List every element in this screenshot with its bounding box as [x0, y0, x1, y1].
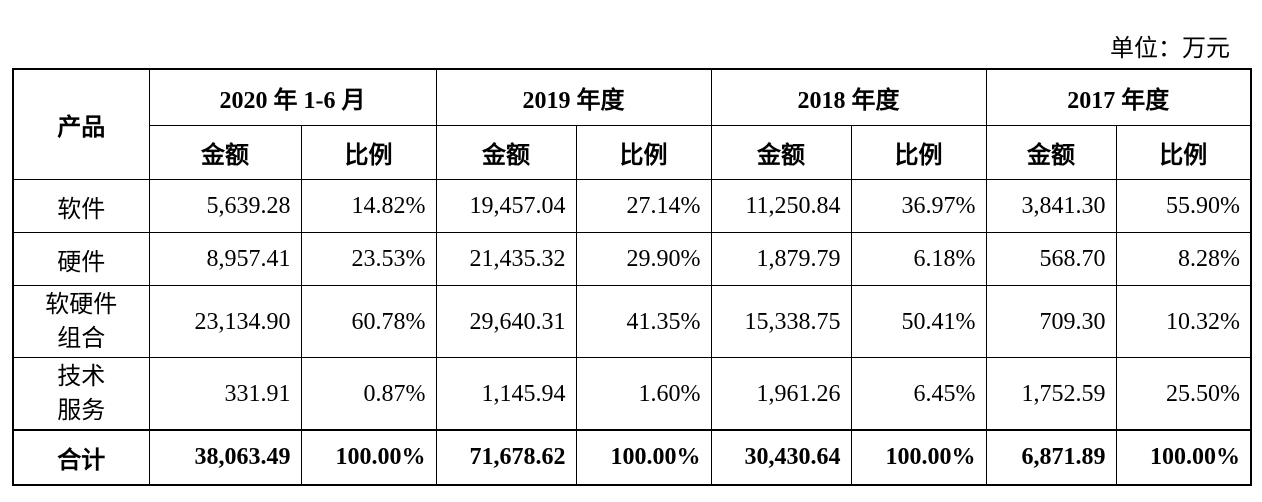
data-cell: 1,145.94 — [435, 357, 577, 431]
data-cell: 6.18% — [850, 232, 987, 286]
header-cell: 金额 — [435, 125, 577, 180]
sales-table: 产品 2020 年 1-6 月 2019 年度 2018 年度 2017 年度 金额 比例金… — [12, 68, 1252, 486]
total-cell: 38,063.49 — [148, 429, 302, 486]
row-label-line: 技术 — [57, 363, 106, 390]
data-cell: 0.87% — [300, 357, 437, 431]
data-cell: 1,879.79 — [710, 232, 852, 286]
data-row: 软件 5,639.28 14.82% 19,457.04 27.14% 11,250.84… — [12, 179, 1252, 233]
data-cell: 568.70 — [985, 232, 1117, 286]
row-label: 软硬件 组合 — [12, 285, 150, 358]
row-label: 技术 服务 — [12, 357, 150, 431]
data-cell: 41.35% — [575, 285, 712, 358]
data-cell: 15,338.75 — [710, 285, 852, 358]
unit-label: 单位：万元 — [1110, 36, 1230, 62]
data-cell: 29,640.31 — [435, 285, 577, 358]
data-cell: 50.41% — [850, 285, 987, 358]
data-cell: 60.78% — [300, 285, 437, 358]
row-label: 合计 — [12, 429, 150, 486]
header-cell: 金额 — [985, 125, 1117, 180]
data-cell: 25.50% — [1115, 357, 1252, 431]
row-label-line: 硬件 — [57, 249, 106, 276]
header-row: 金额 比例 金额 比例 金额 比例 金额 比例 — [13, 125, 1252, 180]
header-row: 产品 2020 年 1-6 月 2019 年度 2018 年度 2017 年度 — [12, 68, 1252, 180]
data-cell: 29.90% — [575, 232, 712, 286]
data-cell: 331.91 — [148, 357, 302, 431]
data-cell: 5,639.28 — [148, 179, 302, 233]
row-label: 软件 — [12, 179, 150, 233]
total-cell: 6,871.89 — [985, 429, 1117, 486]
data-cell: 1.60% — [575, 357, 712, 431]
total-cell: 100.00% — [575, 429, 712, 486]
header-cell: 比例 — [1115, 125, 1252, 180]
data-cell: 55.90% — [1115, 179, 1252, 233]
header-cell: 金额 — [710, 125, 852, 180]
row-label-line: 软硬件 — [45, 291, 118, 318]
header-cell: 比例 — [575, 125, 712, 180]
data-cell: 8.28% — [1115, 232, 1252, 286]
header-cell: 金额 — [148, 125, 302, 180]
total-cell: 100.00% — [1115, 429, 1252, 486]
total-cell: 100.00% — [850, 429, 987, 486]
row-label: 硬件 — [12, 232, 150, 286]
data-cell: 23.53% — [300, 232, 437, 286]
header-cell: 2017 年度 — [985, 68, 1252, 126]
data-cell: 6.45% — [850, 357, 987, 431]
row-label-line: 服务 — [57, 397, 106, 424]
data-cell: 1,752.59 — [985, 357, 1117, 431]
header-cell: 2018 年度 — [710, 68, 987, 126]
data-cell: 8,957.41 — [148, 232, 302, 286]
data-cell: 3,841.30 — [985, 179, 1117, 233]
total-cell: 71,678.62 — [435, 429, 577, 486]
row-label-line: 软件 — [57, 196, 106, 223]
header-cell: 产品 — [12, 68, 150, 180]
data-cell: 1,961.26 — [710, 357, 852, 431]
header-cell: 2020 年 1-6 月 — [148, 68, 437, 126]
header-cell: 比例 — [300, 125, 437, 180]
data-cell: 23,134.90 — [148, 285, 302, 358]
data-cell: 709.30 — [985, 285, 1117, 358]
total-cell: 30,430.64 — [710, 429, 852, 486]
data-cell: 10.32% — [1115, 285, 1252, 358]
header-cell: 2019 年度 — [435, 68, 712, 126]
data-row: 硬件 8,957.41 23.53% 21,435.32 29.90% 1,879.79 6… — [12, 232, 1252, 286]
data-row: 软硬件 组合 23,134.90 60.78% 29,640.31 41.35% 15,33… — [12, 285, 1252, 358]
row-label-line: 组合 — [57, 325, 106, 352]
data-cell: 19,457.04 — [435, 179, 577, 233]
data-cell: 14.82% — [300, 179, 437, 233]
data-cell: 21,435.32 — [435, 232, 577, 286]
data-cell: 27.14% — [575, 179, 712, 233]
data-cell: 36.97% — [850, 179, 987, 233]
data-row: 技术 服务 331.91 0.87% 1,145.94 1.60% 1,961.26 6.45… — [12, 357, 1252, 431]
total-cell: 100.00% — [300, 429, 437, 486]
total-row: 合计 38,063.49 100.00% 71,678.62 100.00% 30,430… — [12, 429, 1252, 486]
data-cell: 11,250.84 — [710, 179, 852, 233]
header-cell: 比例 — [850, 125, 987, 180]
